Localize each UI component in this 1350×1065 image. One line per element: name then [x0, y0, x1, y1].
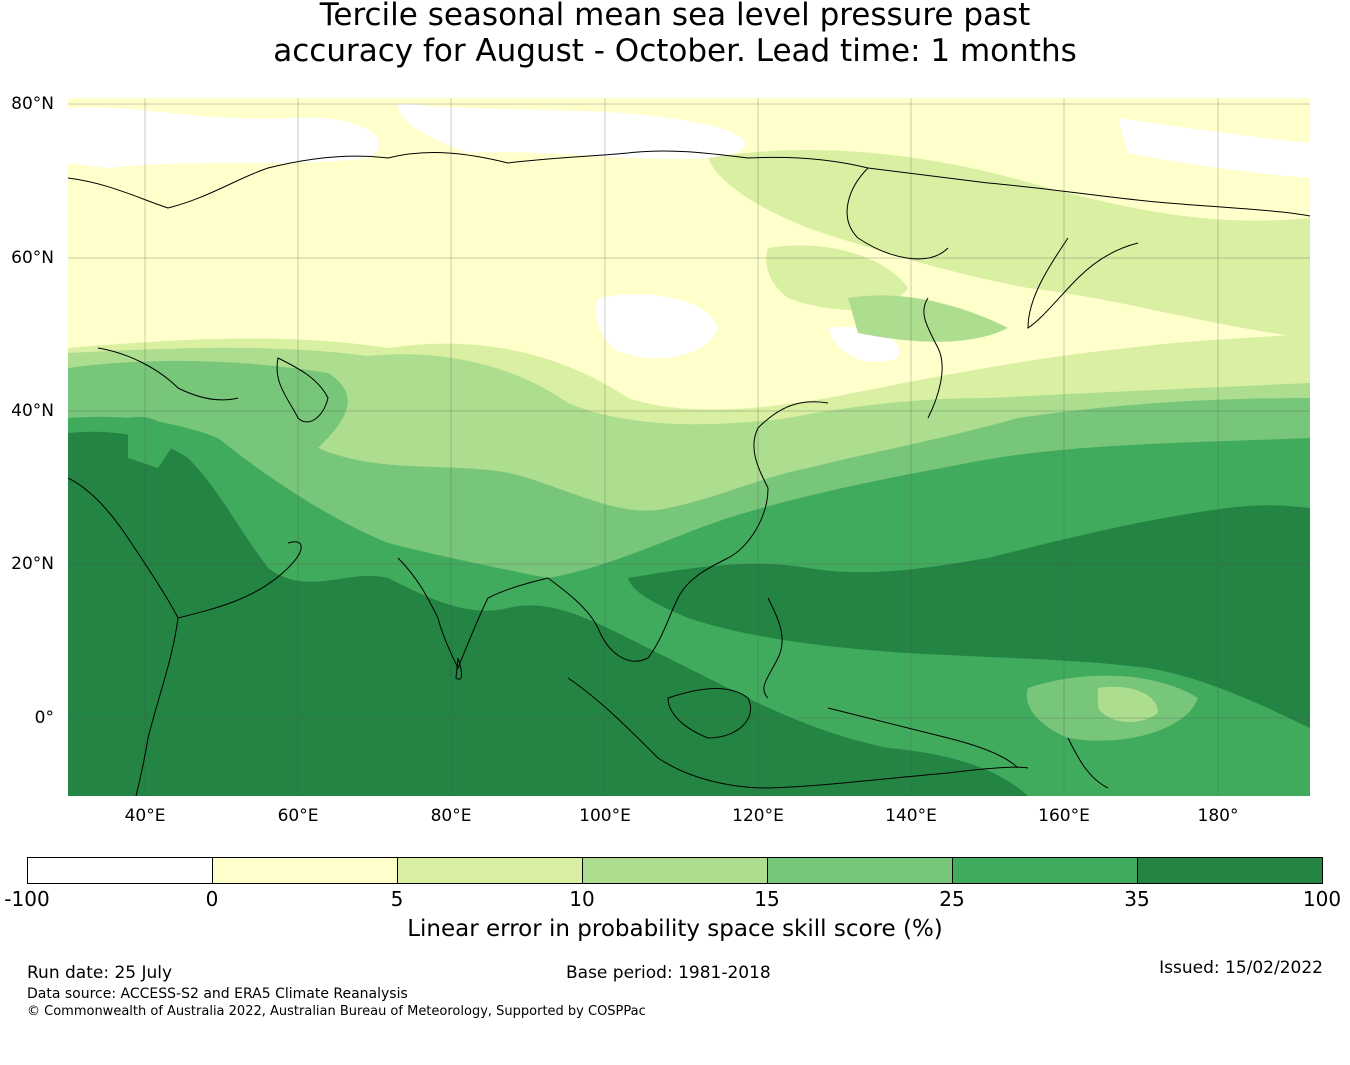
colorbar: [27, 857, 1323, 884]
lat-label-80n: 80°N: [11, 94, 54, 114]
data-source: Data source: ACCESS-S2 and ERA5 Climate …: [27, 986, 408, 1002]
field-negative: [68, 103, 1310, 362]
lat-label-20n: 20°N: [11, 554, 54, 574]
colorbar-tick-neg100: -100: [4, 887, 50, 911]
colorbar-label: Linear error in probability space skill …: [407, 916, 943, 942]
lon-label-140e: 140°E: [885, 806, 937, 826]
lon-label-80e: 80°E: [430, 806, 472, 826]
coastlines: [68, 150, 1310, 796]
base-period: Base period: 1981-2018: [566, 963, 771, 983]
lon-label-100e: 100°E: [579, 806, 631, 826]
chart-title-line-1: Tercile seasonal mean sea level pressure…: [319, 0, 1031, 33]
colorbar-segment-35-100: [1138, 858, 1322, 883]
issued-date: Issued: 15/02/2022: [1159, 958, 1323, 978]
colorbar-tick-0: 0: [205, 887, 219, 911]
colorbar-tick-35: 35: [1124, 887, 1150, 911]
lon-label-160e: 160°E: [1038, 806, 1090, 826]
lon-label-40e: 40°E: [124, 806, 166, 826]
copyright-notice: © Commonwealth of Australia 2022, Austra…: [27, 1004, 646, 1019]
colorbar-segment-neg100-0: [28, 858, 213, 883]
colorbar-tick-10: 10: [569, 887, 595, 911]
lat-label-0: 0°: [34, 708, 54, 728]
colorbar-segment-10-15: [583, 858, 768, 883]
colorbar-tick-100: 100: [1302, 887, 1342, 911]
lat-label-40n: 40°N: [11, 401, 54, 421]
colorbar-segment-15-25: [768, 858, 953, 883]
lon-label-60e: 60°E: [277, 806, 319, 826]
colorbar-tick-5: 5: [390, 887, 404, 911]
field-35-100: [68, 416, 1310, 796]
colorbar-segment-5-10: [398, 858, 583, 883]
skill-score-map: [68, 98, 1310, 796]
lon-label-180: 180°: [1197, 806, 1239, 826]
chart-title-line-2: accuracy for August - October. Lead time…: [273, 33, 1077, 69]
lon-label-120e: 120°E: [732, 806, 784, 826]
colorbar-segment-25-35: [953, 858, 1138, 883]
lat-label-60n: 60°N: [11, 248, 54, 268]
run-date: Run date: 25 July: [27, 963, 173, 983]
colorbar-segment-0-5: [213, 858, 398, 883]
colorbar-tick-15: 15: [754, 887, 780, 911]
colorbar-tick-25: 25: [939, 887, 965, 911]
